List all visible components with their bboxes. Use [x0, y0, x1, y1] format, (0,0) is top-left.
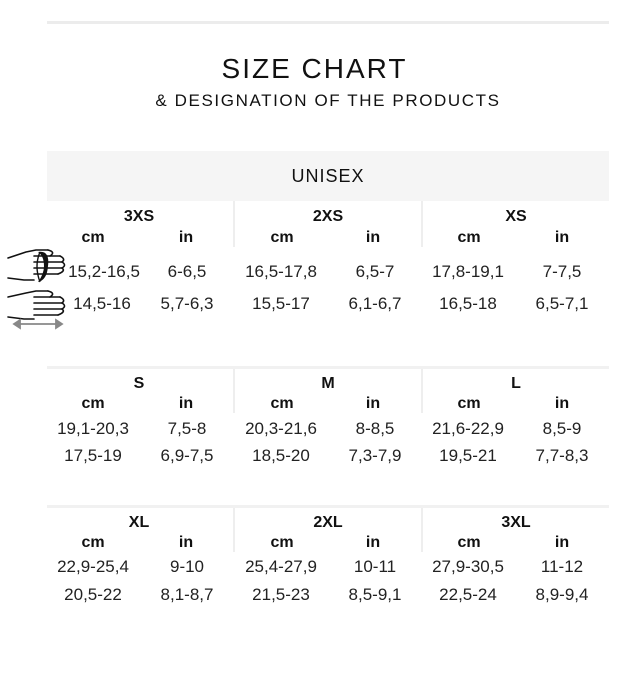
value-cell: 8,5-9 [542, 419, 582, 438]
value-cell: 25,4-27,9 [245, 557, 317, 576]
size-label: 3XS [123, 208, 155, 225]
unit-in-label: in [365, 534, 381, 551]
category-label: UNISEX [291, 165, 365, 186]
value-cell: 16,5-18 [439, 294, 497, 313]
section-divider [47, 505, 609, 508]
value-cell: 15,2-16,5 [68, 262, 140, 281]
page-subtitle: & DESIGNATION OF THE PRODUCTS [155, 91, 501, 110]
unit-in-label: in [178, 534, 194, 551]
unit-cm-label: cm [270, 395, 294, 412]
column-divider [421, 201, 423, 247]
size-label: 2XL [313, 514, 343, 531]
value-cell: 6,1-6,7 [348, 294, 402, 313]
unit-in-label: in [178, 395, 194, 412]
value-cell: 7,3-7,9 [348, 446, 402, 465]
value-cell: 10-11 [353, 557, 397, 576]
value-cell: 19,5-21 [439, 446, 497, 465]
value-cell: 21,5-23 [252, 585, 310, 604]
value-cell: 17,5-19 [64, 446, 122, 465]
column-divider [233, 508, 235, 552]
value-cell: 8,1-8,7 [160, 585, 214, 604]
unit-cm-label: cm [81, 395, 105, 412]
unit-cm-label: cm [81, 229, 105, 246]
section-divider [47, 366, 609, 369]
value-cell: 21,6-22,9 [432, 419, 504, 438]
value-cell: 27,9-30,5 [432, 557, 504, 576]
size-label: L [511, 375, 521, 392]
value-cell: 7-7,5 [542, 262, 582, 281]
category-header: UNISEX [47, 151, 609, 201]
value-cell: 8,9-9,4 [535, 585, 589, 604]
value-cell: 8,5-9,1 [348, 585, 402, 604]
value-cell: 8-8,5 [355, 419, 395, 438]
value-cell: 9-10 [169, 557, 205, 576]
column-divider [421, 508, 423, 552]
column-divider [421, 369, 423, 413]
unit-in-label: in [365, 229, 381, 246]
page-title: SIZE CHART [221, 53, 408, 84]
value-cell: 16,5-17,8 [245, 262, 317, 281]
unit-in-label: in [554, 534, 570, 551]
value-cell: 6,5-7 [355, 262, 395, 281]
value-cell: 6,9-7,5 [160, 446, 214, 465]
value-cell: 6,5-7,1 [535, 294, 589, 313]
value-cell: 22,9-25,4 [57, 557, 129, 576]
value-cell: 11-12 [540, 557, 584, 576]
unit-in-label: in [554, 395, 570, 412]
value-cell: 14,5-16 [73, 294, 131, 313]
column-divider [233, 369, 235, 413]
size-label: XL [128, 514, 150, 531]
unit-in-label: in [365, 395, 381, 412]
column-divider [233, 201, 235, 247]
value-cell: 7,5-8 [167, 419, 207, 438]
value-cell: 20,5-22 [64, 585, 122, 604]
value-cell: 7,7-8,3 [535, 446, 589, 465]
value-cell: 5,7-6,3 [160, 294, 214, 313]
value-cell: 20,3-21,6 [245, 419, 317, 438]
value-cell: 22,5-24 [439, 585, 497, 604]
unit-cm-label: cm [270, 229, 294, 246]
size-label: 3XL [501, 514, 531, 531]
size-label: 2XS [312, 208, 344, 225]
size-label: S [133, 375, 145, 392]
unit-cm-label: cm [270, 534, 294, 551]
unit-in-label: in [178, 229, 194, 246]
unit-in-label: in [554, 229, 570, 246]
size-label: M [321, 375, 335, 392]
value-cell: 19,1-20,3 [57, 419, 129, 438]
value-cell: 6-6,5 [167, 262, 207, 281]
value-cell: 18,5-20 [252, 446, 310, 465]
unit-cm-label: cm [457, 534, 481, 551]
value-cell: 17,8-19,1 [432, 262, 504, 281]
unit-cm-label: cm [457, 395, 481, 412]
hand-circumference-icon [7, 249, 66, 283]
top-divider [47, 21, 609, 24]
size-label: XS [505, 208, 527, 225]
unit-cm-label: cm [81, 534, 105, 551]
unit-in-label: cm [457, 229, 481, 246]
hand-width-icon [7, 290, 66, 330]
value-cell: 15,5-17 [252, 294, 310, 313]
